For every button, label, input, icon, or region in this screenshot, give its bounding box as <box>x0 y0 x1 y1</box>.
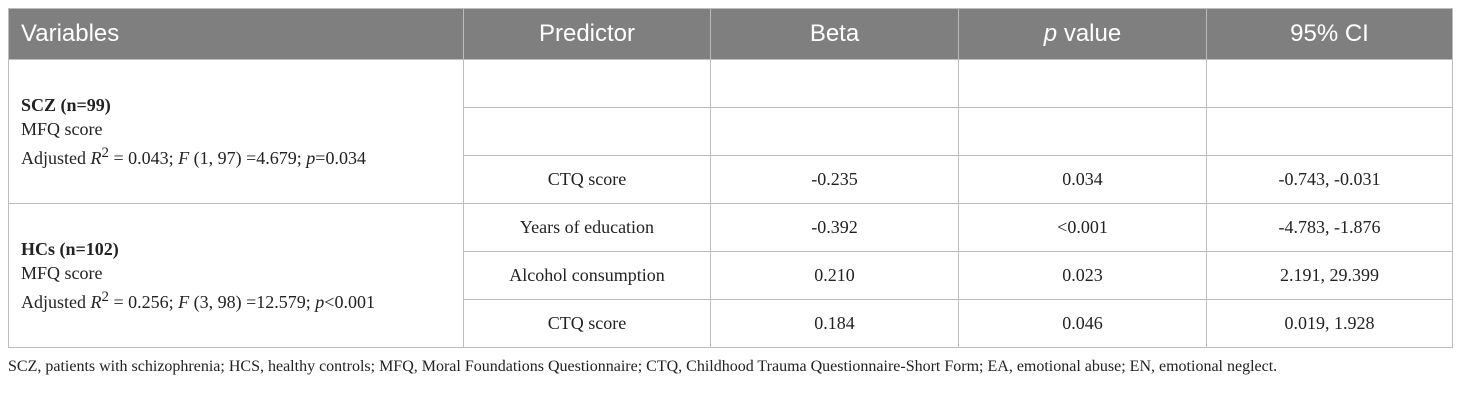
group-title: SCZ (n=99) <box>21 95 111 115</box>
predictor-cell: Years of education <box>463 203 711 252</box>
group-cell-scz: SCZ (n=99) MFQ score Adjusted R2 = 0.043… <box>8 59 464 204</box>
group-model-stats: Adjusted R2 = 0.256; F (3, 98) =12.579; … <box>21 285 463 314</box>
p-cell: <0.001 <box>958 203 1207 252</box>
model-p: p <box>306 148 316 168</box>
model-p-value: <0.001 <box>324 292 375 312</box>
p-cell <box>958 59 1207 108</box>
beta-cell: 0.210 <box>710 251 959 300</box>
table-row: HCs (n=102) MFQ score Adjusted R2 = 0.25… <box>8 203 1453 348</box>
group-outcome: MFQ score <box>21 119 103 139</box>
ci-cell: 2.191, 29.399 <box>1206 251 1453 300</box>
ci-cell <box>1206 59 1453 108</box>
p-cell <box>958 107 1207 156</box>
header-row: Variables Predictor Beta p value 95% CI <box>8 8 1453 60</box>
model-r-value: = 0.256; <box>109 292 179 312</box>
header-ci: 95% CI <box>1206 8 1453 60</box>
table-row: CTQ score -0.235 0.034 -0.743, -0.031 <box>9 155 1453 204</box>
model-r-sup: 2 <box>101 145 110 161</box>
model-f-value: (3, 98) =12.579; <box>189 292 316 312</box>
ci-cell: 0.019, 1.928 <box>1206 299 1453 348</box>
beta-cell: 0.184 <box>710 299 959 348</box>
model-p: p <box>315 292 325 312</box>
model-r: R <box>90 292 102 312</box>
model-f: F <box>178 292 190 312</box>
beta-cell: -0.392 <box>710 203 959 252</box>
table-footnote: SCZ, patients with schizophrenia; HCS, h… <box>8 358 1278 375</box>
p-cell: 0.046 <box>958 299 1207 348</box>
table-body: SCZ (n=99) MFQ score Adjusted R2 = 0.043… <box>8 59 1453 348</box>
table-row: SCZ (n=99) MFQ score Adjusted R2 = 0.043… <box>8 59 1453 204</box>
group-title: HCs (n=102) <box>21 239 119 259</box>
model-f: F <box>178 148 190 168</box>
predictor-cell <box>463 59 711 108</box>
predictor-cell: CTQ score <box>463 155 711 204</box>
beta-cell: -0.235 <box>710 155 959 204</box>
beta-cell <box>710 59 959 108</box>
table-header: Variables Predictor Beta p value 95% CI <box>8 8 1453 60</box>
group-outcome: MFQ score <box>21 263 103 283</box>
model-adjusted-label: Adjusted <box>21 292 91 312</box>
group-model-stats: Adjusted R2 = 0.043; F (1, 97) =4.679; p… <box>21 141 463 170</box>
header-beta: Beta <box>710 8 959 60</box>
regression-table: Variables Predictor Beta p value 95% CI … <box>8 8 1453 348</box>
model-adjusted-label: Adjusted <box>21 148 91 168</box>
p-cell: 0.034 <box>958 155 1207 204</box>
model-r-value: = 0.043; <box>109 148 179 168</box>
model-r: R <box>90 148 102 168</box>
model-f-value: (1, 97) =4.679; <box>189 148 307 168</box>
p-cell: 0.023 <box>958 251 1207 300</box>
model-p-value: =0.034 <box>315 148 366 168</box>
header-p-value: p value <box>958 8 1207 60</box>
header-variables: Variables <box>8 8 464 60</box>
predictor-cell <box>463 107 711 156</box>
header-p-italic: p <box>1043 20 1058 47</box>
group-cell-hcs: HCs (n=102) MFQ score Adjusted R2 = 0.25… <box>8 203 464 348</box>
predictor-cell: CTQ score <box>463 299 711 348</box>
header-predictor: Predictor <box>463 8 711 60</box>
ci-cell: -4.783, -1.876 <box>1206 203 1453 252</box>
predictor-cell: Alcohol consumption <box>463 251 711 300</box>
table-row: CTQ score 0.184 0.046 0.019, 1.928 <box>9 299 1453 348</box>
ci-cell: -0.743, -0.031 <box>1206 155 1453 204</box>
beta-cell <box>710 107 959 156</box>
ci-cell <box>1206 107 1453 156</box>
model-r-sup: 2 <box>101 289 110 305</box>
